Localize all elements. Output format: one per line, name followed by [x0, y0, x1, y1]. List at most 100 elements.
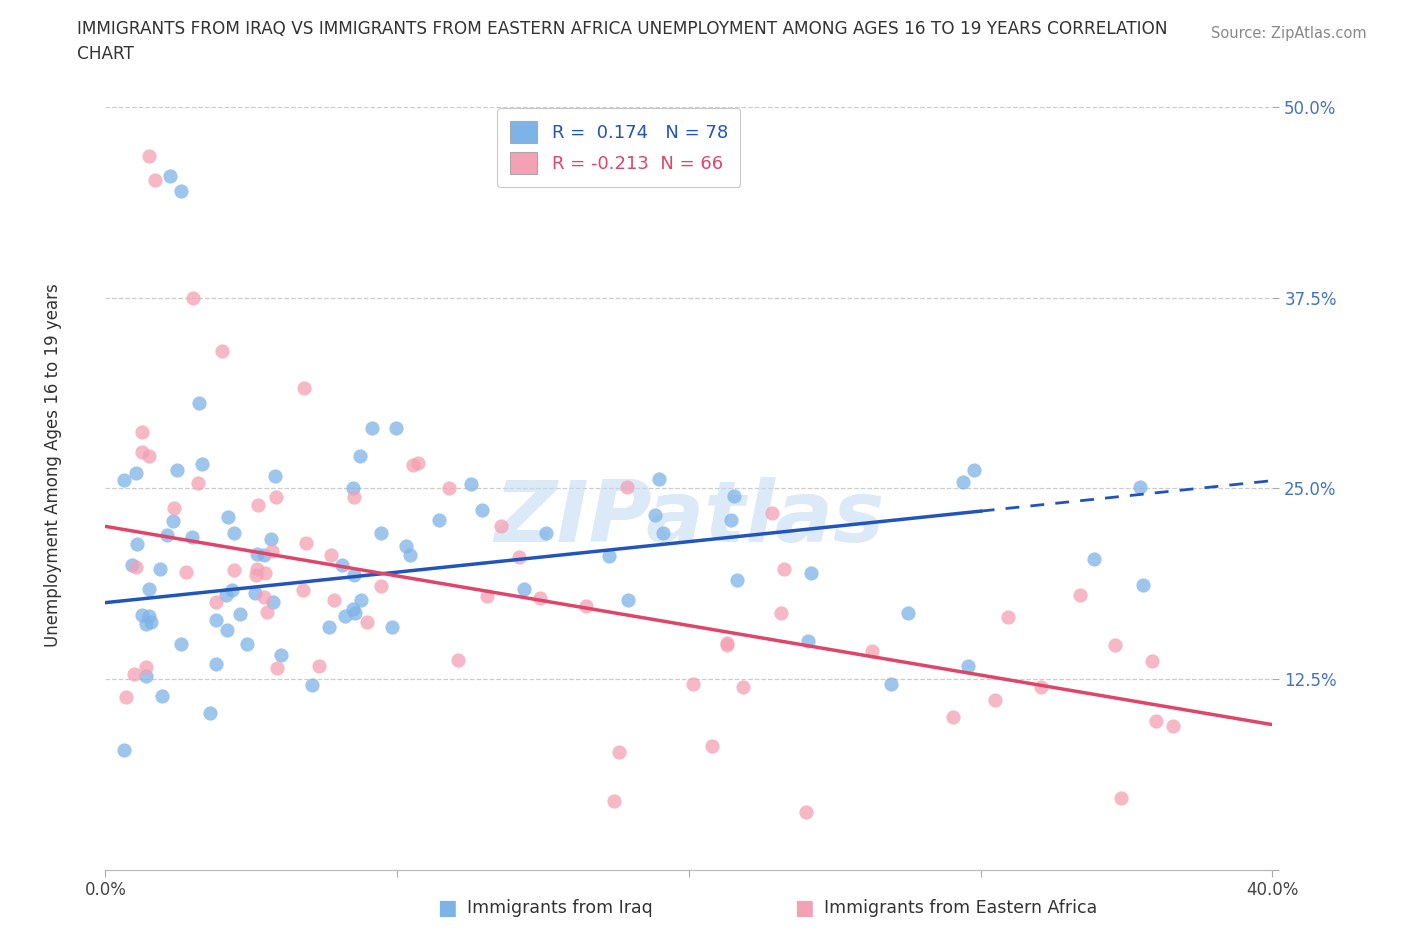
Point	[477, 589, 499, 604]
Point	[356, 615, 378, 630]
Text: Immigrants from Eastern Africa: Immigrants from Eastern Africa	[824, 898, 1097, 917]
Text: CHART: CHART	[77, 45, 134, 62]
Point	[253, 565, 276, 580]
Point	[489, 518, 512, 533]
Point	[897, 605, 920, 620]
Point	[121, 557, 143, 572]
Point	[308, 658, 330, 673]
Text: Immigrants from Iraq: Immigrants from Iraq	[467, 898, 652, 917]
Point	[135, 669, 157, 684]
Point	[350, 592, 373, 607]
Point	[447, 652, 470, 667]
Point	[141, 614, 163, 629]
Point	[131, 607, 153, 622]
Point	[228, 606, 250, 621]
Point	[602, 793, 624, 808]
Point	[166, 462, 188, 477]
Text: ■: ■	[794, 897, 814, 918]
Point	[574, 599, 596, 614]
Point	[138, 148, 160, 163]
Point	[942, 710, 965, 724]
Point	[291, 582, 314, 597]
Point	[963, 463, 986, 478]
Point	[770, 605, 793, 620]
Point	[983, 693, 1005, 708]
Point	[266, 661, 288, 676]
Point	[1083, 551, 1105, 566]
Point	[125, 537, 148, 551]
Point	[370, 578, 392, 593]
Point	[598, 549, 620, 564]
Point	[270, 648, 292, 663]
Point	[1109, 790, 1132, 805]
Point	[437, 481, 460, 496]
Point	[797, 634, 820, 649]
Point	[188, 396, 211, 411]
Point	[138, 608, 160, 623]
Point	[245, 567, 267, 582]
Point	[384, 420, 406, 435]
Point	[731, 679, 754, 694]
Point	[380, 619, 402, 634]
Point	[508, 550, 530, 565]
Point	[956, 658, 979, 673]
Point	[617, 592, 640, 607]
Point	[295, 536, 318, 551]
Point	[115, 689, 138, 704]
Point	[187, 476, 209, 491]
Text: ■: ■	[437, 897, 457, 918]
Point	[1132, 578, 1154, 592]
Point	[131, 445, 153, 459]
Text: Unemployment Among Ages 16 to 19 years: Unemployment Among Ages 16 to 19 years	[45, 283, 62, 647]
Point	[235, 637, 257, 652]
Point	[335, 608, 357, 623]
Point	[217, 622, 239, 637]
Point	[862, 644, 884, 658]
Point	[135, 659, 157, 674]
Legend: R =  0.174   N = 78, R = -0.213  N = 66: R = 0.174 N = 78, R = -0.213 N = 66	[498, 109, 741, 187]
Point	[176, 565, 198, 579]
Point	[349, 449, 371, 464]
Point	[323, 592, 346, 607]
Point	[370, 525, 392, 540]
Point	[200, 705, 222, 720]
Point	[181, 290, 204, 305]
Point	[344, 605, 367, 620]
Point	[245, 562, 267, 577]
Point	[395, 538, 418, 553]
Point	[301, 677, 323, 692]
Point	[644, 508, 666, 523]
Point	[131, 424, 153, 439]
Point	[215, 587, 238, 602]
Point	[716, 638, 738, 653]
Point	[952, 474, 974, 489]
Point	[725, 573, 748, 588]
Point	[1161, 719, 1184, 734]
Point	[135, 617, 157, 631]
Point	[246, 498, 269, 512]
Point	[761, 506, 783, 521]
Point	[647, 472, 669, 486]
Point	[156, 527, 179, 542]
Point	[330, 557, 353, 572]
Point	[263, 594, 285, 609]
Point	[211, 343, 233, 358]
Point	[702, 738, 724, 753]
Point	[471, 502, 494, 517]
Point	[1144, 714, 1167, 729]
Point	[260, 543, 283, 558]
Point	[773, 562, 796, 577]
Point	[246, 547, 269, 562]
Point	[253, 547, 276, 562]
Point	[723, 488, 745, 503]
Point	[343, 567, 366, 582]
Point	[399, 548, 422, 563]
Point	[682, 677, 704, 692]
Point	[607, 745, 630, 760]
Point	[260, 532, 283, 547]
Point	[243, 586, 266, 601]
Point	[143, 173, 166, 188]
Point	[406, 456, 429, 471]
Text: IMMIGRANTS FROM IRAQ VS IMMIGRANTS FROM EASTERN AFRICA UNEMPLOYMENT AMONG AGES 1: IMMIGRANTS FROM IRAQ VS IMMIGRANTS FROM …	[77, 20, 1168, 38]
Point	[205, 594, 228, 609]
